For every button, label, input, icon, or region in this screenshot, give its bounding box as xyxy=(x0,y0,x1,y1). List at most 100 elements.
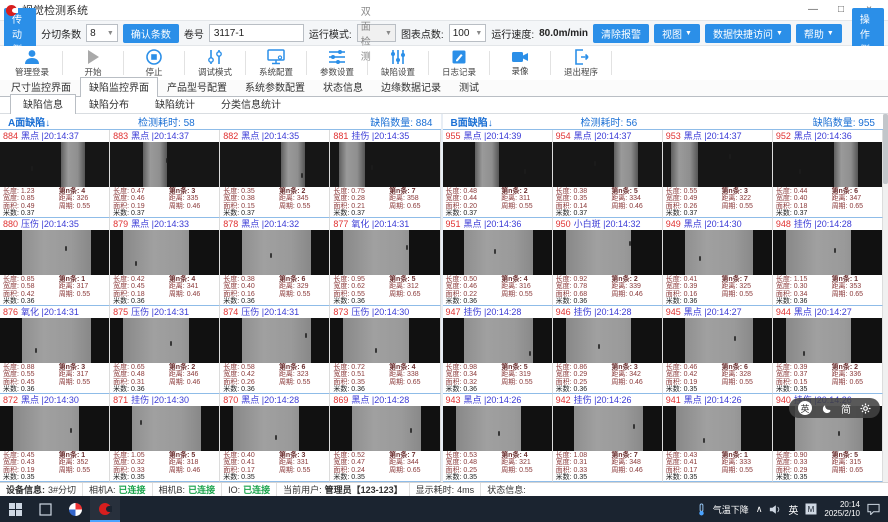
defect-thumbnail[interactable] xyxy=(772,318,882,363)
start-button[interactable] xyxy=(0,496,30,522)
defect-cell[interactable]: 943 黑点 |20:14:26 长度: 0.53 宽度: 0.48 面积: 0.25 米… xyxy=(442,394,553,482)
defect-thumbnail[interactable] xyxy=(662,318,772,363)
defect-cell[interactable]: 872 黑点 |20:14:30 长度: 0.45 宽度: 0.43 面积: 0.19 米… xyxy=(0,394,111,482)
record-video-button[interactable]: 录像 xyxy=(492,47,548,79)
defect-thumbnail[interactable] xyxy=(772,230,882,275)
roll-number-input[interactable]: 3117-1 xyxy=(208,24,304,42)
defect-cell[interactable]: 877 氧化 |20:14:31 长度: 0.95 宽度: 0.62 面积: 0.55 米… xyxy=(330,218,441,306)
defect-thumbnail[interactable] xyxy=(552,230,662,275)
defect-cell[interactable]: 874 压伤 |20:14:31 长度: 0.58 宽度: 0.42 面积: 0.26 米… xyxy=(220,306,331,394)
start-button[interactable]: 开始 xyxy=(65,47,121,79)
defect-thumbnail[interactable] xyxy=(772,142,882,187)
panel-a-title[interactable]: A面缺陷↓ xyxy=(8,118,51,129)
defect-thumbnail[interactable] xyxy=(330,230,440,275)
defect-thumbnail[interactable] xyxy=(220,406,330,451)
defect-thumbnail[interactable] xyxy=(0,142,110,187)
minimize-button[interactable]: — xyxy=(808,4,818,15)
taskbar-app-inspection[interactable] xyxy=(90,496,120,522)
tab-3[interactable]: 系统参数配置 xyxy=(245,83,305,94)
vertical-scrollbar[interactable] xyxy=(883,114,888,482)
param-settings-button[interactable]: 参数设置 xyxy=(309,47,365,79)
language-indicator[interactable]: 英 xyxy=(788,505,799,517)
admin-login-button[interactable]: 管理登录 xyxy=(4,47,60,79)
speaker-icon[interactable] xyxy=(769,504,781,515)
subtab-1[interactable]: 缺陷分布 xyxy=(89,100,129,111)
view-menu-button[interactable]: 视图 ▼ xyxy=(654,23,700,43)
taskbar-clock[interactable]: 20:14 2025/2/10 xyxy=(824,500,860,518)
stop-button[interactable]: 停止 xyxy=(126,47,182,79)
moon-icon[interactable] xyxy=(821,403,832,414)
defect-cell[interactable]: 871 挂伤 |20:14:30 长度: 1.05 宽度: 0.32 面积: 0.33 米… xyxy=(110,394,221,482)
defect-thumbnail[interactable] xyxy=(442,406,552,451)
defect-cell[interactable]: 942 挂伤 |20:14:26 长度: 1.08 宽度: 0.31 面积: 0.33 米… xyxy=(552,394,663,482)
defect-thumbnail[interactable] xyxy=(110,230,220,275)
defect-thumbnail[interactable] xyxy=(220,142,330,187)
defect-cell[interactable]: 953 黑点 |20:14:37 长度: 0.55 宽度: 0.49 面积: 0.26 米… xyxy=(662,130,773,218)
defect-thumbnail[interactable] xyxy=(662,406,772,451)
tab-6[interactable]: 测试 xyxy=(459,83,479,94)
defect-thumbnail[interactable] xyxy=(110,406,220,451)
lang-english-button[interactable]: 英 xyxy=(798,401,812,415)
quick-data-menu-button[interactable]: 数据快捷访问 ▼ xyxy=(704,23,791,43)
defect-cell[interactable]: 947 挂伤 |20:14:28 长度: 0.98 宽度: 0.34 面积: 0.32 米… xyxy=(442,306,553,394)
defect-cell[interactable]: 946 挂伤 |20:14:28 长度: 0.86 宽度: 0.29 面积: 0.25 米… xyxy=(552,306,663,394)
subtab-3[interactable]: 分类信息统计 xyxy=(221,100,281,111)
defect-cell[interactable]: 876 氧化 |20:14:31 长度: 0.88 宽度: 0.55 面积: 0.45 米… xyxy=(0,306,111,394)
subtab-0[interactable]: 缺陷信息 xyxy=(10,94,76,114)
defect-cell[interactable]: 949 黑点 |20:14:30 长度: 0.41 宽度: 0.39 面积: 0.16 米… xyxy=(662,218,773,306)
tab-1[interactable]: 缺陷监控界面 xyxy=(80,77,158,97)
ime-icon[interactable]: M xyxy=(805,503,817,515)
defect-thumbnail[interactable] xyxy=(330,142,440,187)
defect-cell[interactable]: 941 黑点 |20:14:26 长度: 0.43 宽度: 0.41 面积: 0.17 米… xyxy=(662,394,773,482)
defect-cell[interactable]: 881 挂伤 |20:14:35 长度: 0.75 宽度: 0.28 面积: 0.21 米… xyxy=(330,130,441,218)
defect-thumbnail[interactable] xyxy=(0,406,110,451)
defect-cell[interactable]: 879 黑点 |20:14:33 长度: 0.42 宽度: 0.45 面积: 0.18 米… xyxy=(110,218,221,306)
defect-thumbnail[interactable] xyxy=(442,230,552,275)
defect-cell[interactable]: 883 黑点 |20:14:37 长度: 0.47 宽度: 0.46 面积: 0.19 米… xyxy=(110,130,221,218)
defect-cell[interactable]: 944 黑点 |20:14:27 长度: 0.39 宽度: 0.37 面积: 0.15 米… xyxy=(772,306,883,394)
defect-cell[interactable]: 870 黑点 |20:14:28 长度: 0.40 宽度: 0.41 面积: 0.17 米… xyxy=(220,394,331,482)
help-menu-button[interactable]: 帮助 ▼ xyxy=(795,23,842,43)
defect-cell[interactable]: 882 黑点 |20:14:35 长度: 0.35 宽度: 0.38 面积: 0.15 米… xyxy=(220,130,331,218)
lang-simplified-button[interactable]: 简 xyxy=(841,404,851,416)
taskbar-app-browser[interactable] xyxy=(60,496,90,522)
clear-alarm-button[interactable]: 清除报警 xyxy=(593,23,650,43)
defect-thumbnail[interactable] xyxy=(110,318,220,363)
defect-thumbnail[interactable] xyxy=(330,406,440,451)
defect-cell[interactable]: 945 黑点 |20:14:27 长度: 0.46 宽度: 0.42 面积: 0.19 米… xyxy=(662,306,773,394)
defect-thumbnail[interactable] xyxy=(442,142,552,187)
panel-b-title[interactable]: B面缺陷↓ xyxy=(450,118,493,129)
defect-thumbnail[interactable] xyxy=(110,142,220,187)
gear-icon[interactable] xyxy=(860,402,871,414)
defect-cell[interactable]: 880 压伤 |20:14:35 长度: 0.85 宽度: 0.58 面积: 0.42 米… xyxy=(0,218,111,306)
notification-icon[interactable] xyxy=(867,503,880,515)
defect-thumbnail[interactable] xyxy=(220,318,330,363)
defect-cell[interactable]: 869 黑点 |20:14:28 长度: 0.52 宽度: 0.47 面积: 0.24 米… xyxy=(330,394,441,482)
subtab-2[interactable]: 缺陷统计 xyxy=(155,100,195,111)
system-config-button[interactable]: 系统配置 xyxy=(248,47,304,79)
defect-cell[interactable]: 954 黑点 |20:14:37 长度: 0.38 宽度: 0.35 面积: 0.14 米… xyxy=(552,130,663,218)
task-view-button[interactable] xyxy=(30,496,60,522)
tab-4[interactable]: 状态信息 xyxy=(323,83,363,94)
tab-0[interactable]: 尺寸监控界面 xyxy=(11,83,71,94)
defect-cell[interactable]: 948 挂伤 |20:14:28 长度: 1.15 宽度: 0.30 面积: 0.34 米… xyxy=(772,218,883,306)
tray-chevron[interactable]: ∧ xyxy=(755,503,763,514)
defect-cell[interactable]: 950 小白斑 |20:14:32 长度: 0.92 宽度: 0.78 面积: 0.68… xyxy=(552,218,663,306)
log-record-button[interactable]: 日志记录 xyxy=(431,47,487,79)
maximize-button[interactable]: □ xyxy=(837,4,845,15)
slit-count-select[interactable]: 8 ▼ xyxy=(86,24,118,42)
defect-cell[interactable]: 951 黑点 |20:14:36 长度: 0.50 宽度: 0.46 面积: 0.22 米… xyxy=(442,218,553,306)
debug-mode-button[interactable]: 调试模式 xyxy=(187,47,243,79)
defect-cell[interactable]: 884 黑点 |20:14:37 长度: 1.23 宽度: 0.85 面积: 0.49 米… xyxy=(0,130,111,218)
weather-text[interactable]: 气温下降 xyxy=(712,504,749,515)
defect-thumbnail[interactable] xyxy=(552,406,662,451)
run-mode-select[interactable]: 双面检测 ▼ xyxy=(356,7,396,63)
chart-points-select[interactable]: 100 ▼ xyxy=(448,24,487,42)
defect-thumbnail[interactable] xyxy=(442,318,552,363)
confirm-count-button[interactable]: 确认条数 xyxy=(122,23,179,43)
defect-thumbnail[interactable] xyxy=(220,230,330,275)
defect-thumbnail[interactable] xyxy=(662,230,772,275)
defect-settings-button[interactable]: 缺陷设置 xyxy=(370,47,426,79)
tab-5[interactable]: 边缘数据记录 xyxy=(381,83,441,94)
exit-program-button[interactable]: 退出程序 xyxy=(553,47,609,79)
